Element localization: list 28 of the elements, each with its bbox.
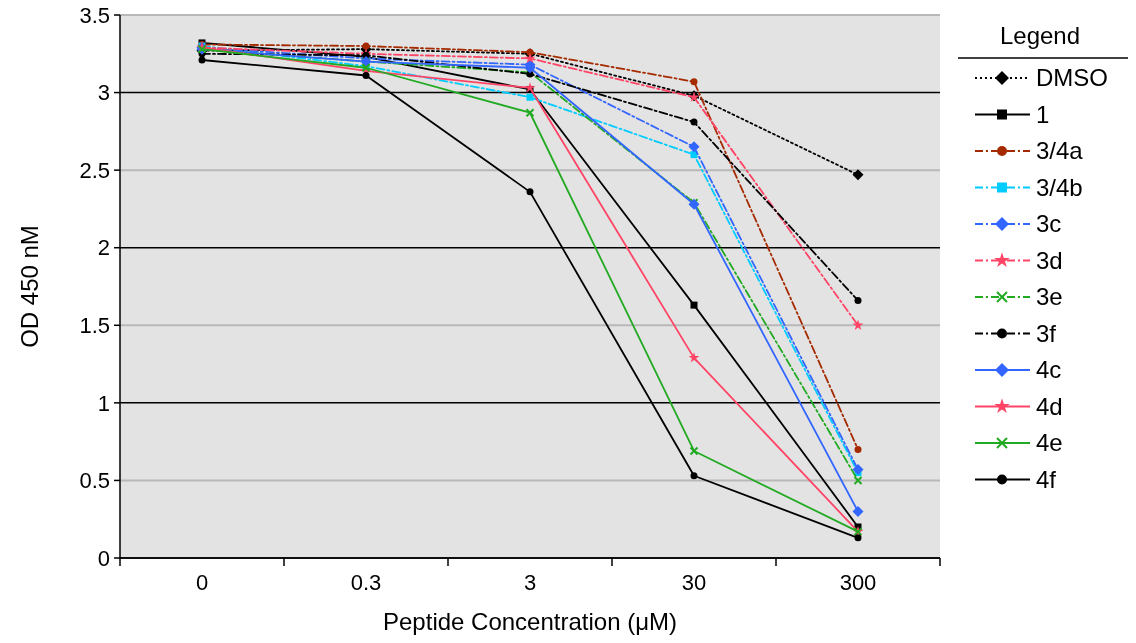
y-tick-label: 2.5 — [79, 157, 110, 183]
y-axis-title: OD 450 nM — [16, 225, 43, 348]
x-tick-label: 3 — [523, 570, 537, 595]
legend-title: Legend — [999, 22, 1081, 49]
legend-label: 3e — [1036, 283, 1063, 311]
legend-label: 4d — [1036, 392, 1063, 420]
legend-label: 4c — [1036, 356, 1062, 384]
y-tick-label: 2 — [97, 235, 110, 261]
y-tick-label: 0.5 — [79, 468, 110, 494]
x-tick-label: 0.3 — [350, 570, 382, 595]
x-tick-label: 300 — [839, 570, 877, 595]
y-tick-label: 1 — [97, 390, 110, 416]
legend-label: 4f — [1036, 465, 1057, 493]
x-tick-label: 0 — [195, 570, 209, 595]
y-tick-label: 3.5 — [79, 2, 110, 28]
y-tick-label: 1.5 — [79, 312, 110, 338]
legend-label: 3f — [1036, 319, 1057, 347]
legend-label: 3/4a — [1036, 137, 1084, 165]
x-axis-title: Peptide Concentration (μM) — [383, 608, 677, 635]
y-tick-label: 0 — [97, 545, 110, 571]
legend-label: 3d — [1036, 246, 1063, 274]
x-tick-label: 30 — [681, 570, 707, 595]
legend-label: 4e — [1036, 429, 1063, 457]
y-tick-label: 3 — [97, 80, 110, 106]
legend-label: 3/4b — [1036, 173, 1083, 201]
legend-label: 1 — [1036, 100, 1050, 128]
legend-label: 3c — [1036, 210, 1062, 238]
legend-label: DMSO — [1036, 64, 1108, 92]
